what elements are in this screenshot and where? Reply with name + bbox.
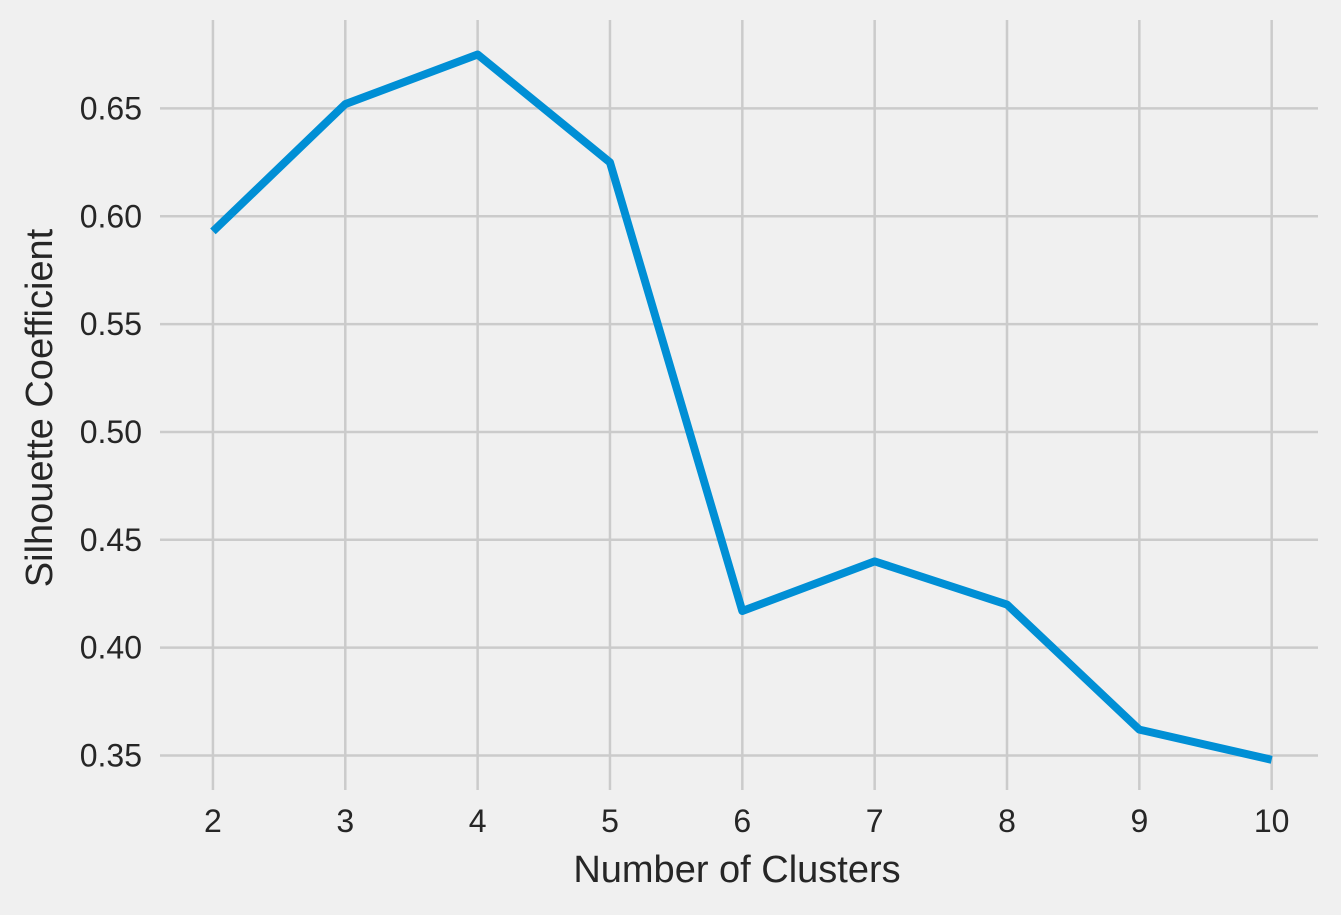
x-tick-label: 10: [1254, 803, 1290, 839]
y-tick-labels: 0.35 0.40 0.45 0.50 0.55 0.60 0.65: [80, 90, 142, 773]
y-tick-label: 0.40: [80, 630, 142, 666]
x-tick-label: 2: [204, 803, 222, 839]
x-axis-title: Number of Clusters: [573, 849, 900, 891]
x-tick-label: 6: [733, 803, 751, 839]
x-tick-label: 4: [469, 803, 487, 839]
x-tick-label: 5: [601, 803, 619, 839]
x-tick-label: 8: [998, 803, 1016, 839]
y-axis-title: Silhouette Coefficient: [19, 228, 61, 587]
series-line: [210, 50, 1273, 764]
y-tick-label: 0.55: [80, 306, 142, 342]
horizontal-gridlines: [160, 107, 1318, 757]
x-tick-labels: 2 3 4 5 6 7 8 9 10: [204, 803, 1289, 839]
y-tick-label: 0.60: [80, 198, 142, 234]
y-tick-label: 0.45: [80, 522, 142, 558]
y-tick-label: 0.65: [80, 90, 142, 126]
x-tick-label: 3: [336, 803, 354, 839]
x-tick-label: 9: [1130, 803, 1148, 839]
x-tick-label: 7: [866, 803, 884, 839]
y-tick-label: 0.50: [80, 414, 142, 450]
vertical-gridlines: [211, 20, 1273, 790]
series-layer: [210, 50, 1273, 764]
y-tick-label: 0.35: [80, 737, 142, 773]
